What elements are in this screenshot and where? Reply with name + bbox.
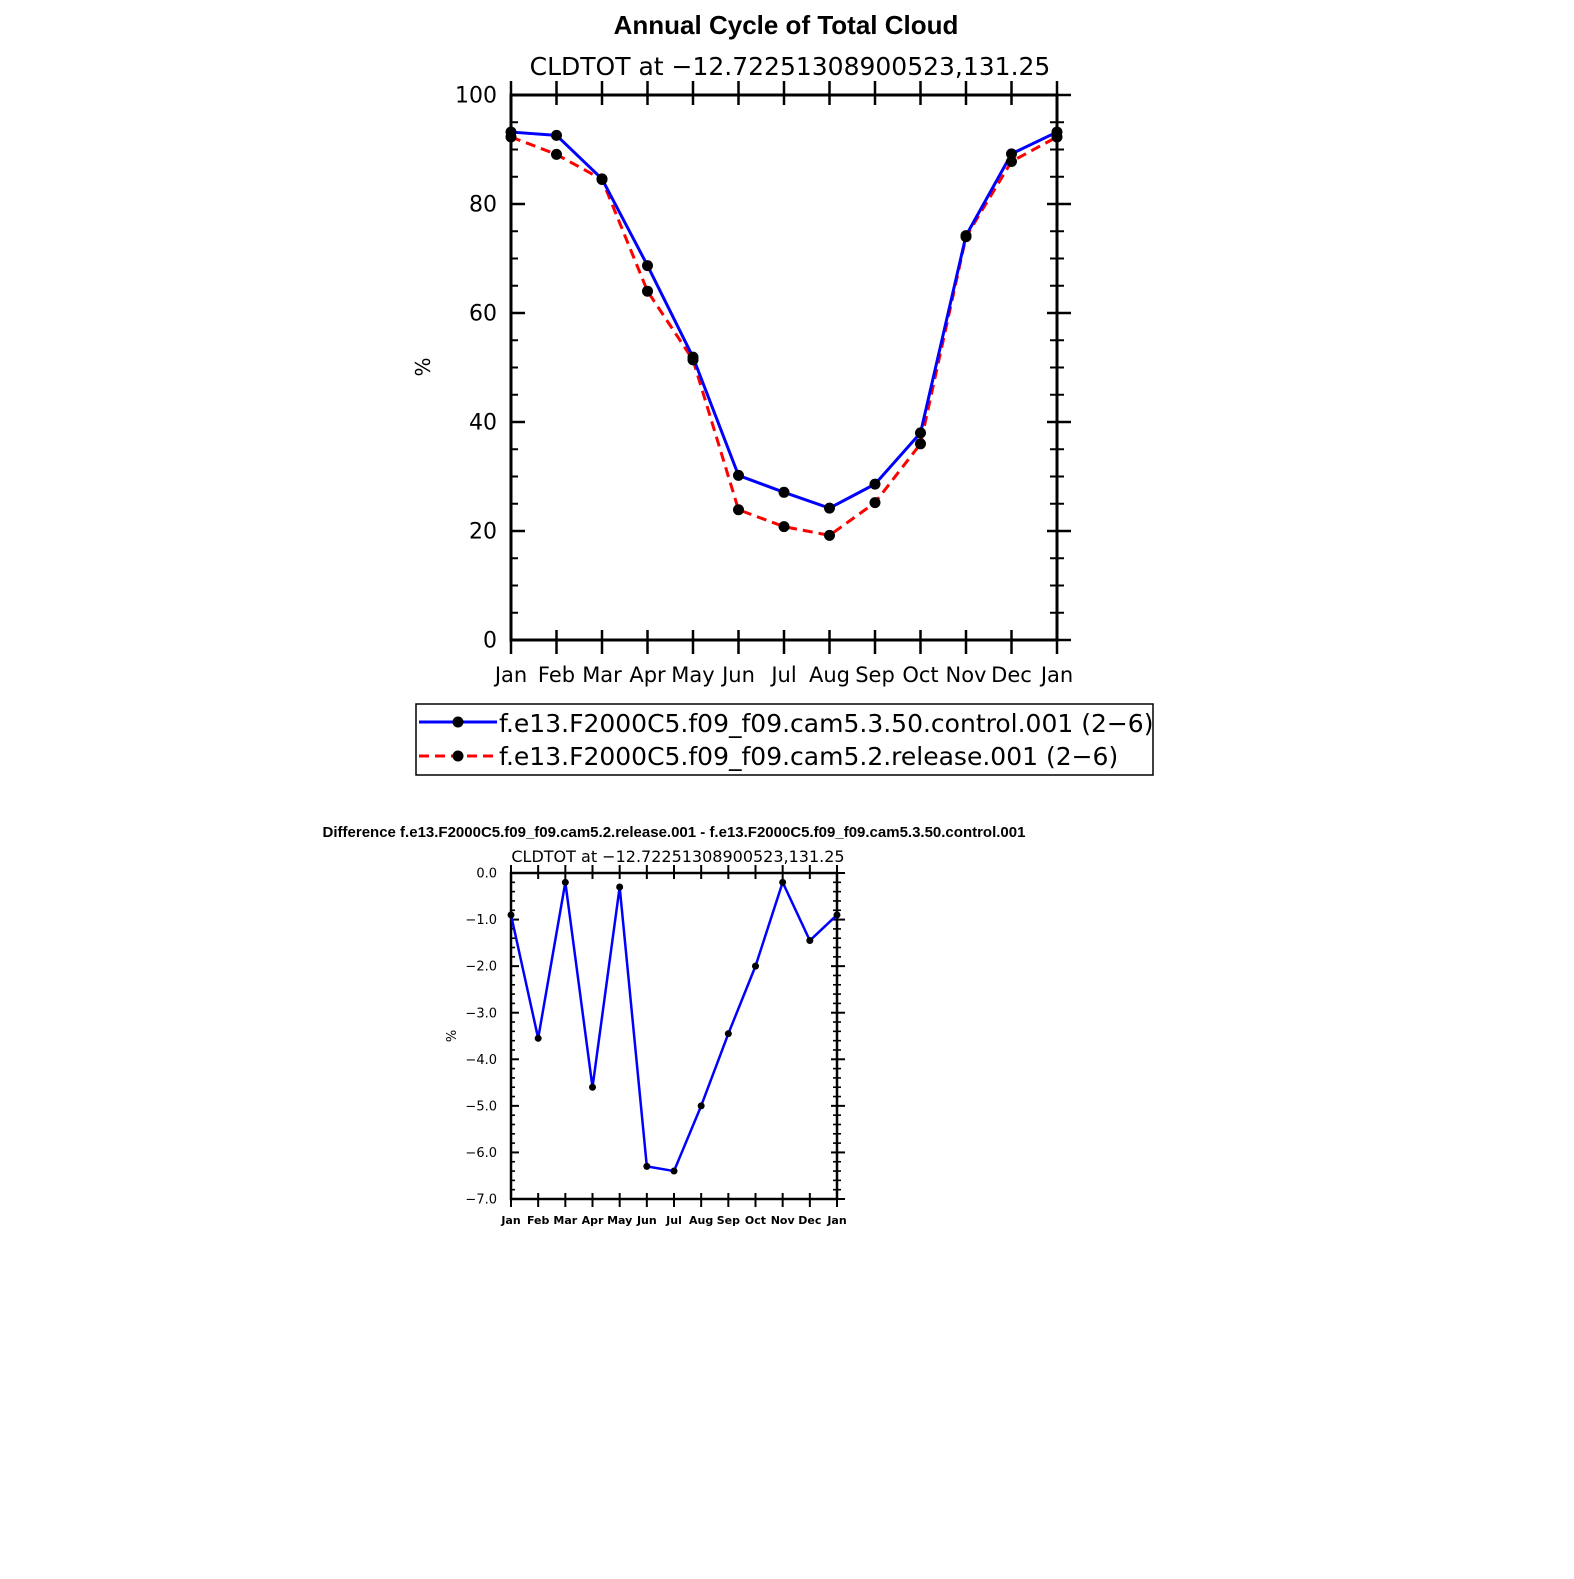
chart2-xtick-label: Aug	[689, 1214, 713, 1227]
chart1-ylabel: %	[411, 357, 435, 376]
chart2-series-0-point	[643, 1162, 651, 1170]
chart1-series-0-line	[510, 130, 1058, 510]
chart2-xtick-label: Sep	[717, 1214, 740, 1227]
chart1-series-0-point	[687, 351, 699, 363]
chart1-xtick-label: Jan	[1039, 663, 1073, 687]
chart2-xtick-label: Jun	[636, 1214, 657, 1227]
legend-marker-release	[452, 750, 464, 762]
chart1-xtick-label: Dec	[991, 663, 1032, 687]
chart1-series-1-line	[510, 135, 1058, 537]
chart2-series-0-line	[509, 881, 838, 1173]
chart1-series-1-point	[778, 521, 790, 533]
chart2-series-0-point	[806, 937, 814, 945]
chart2-ytick-label: 0.0	[476, 867, 497, 882]
chart1-title: Annual Cycle of Total Cloud	[614, 10, 959, 40]
chart2-series-0-point	[697, 1102, 705, 1110]
chart1-series-0-point	[1051, 126, 1063, 138]
chart2-xtick-label: Jan	[826, 1214, 846, 1227]
chart2-xtick-label: Jan	[500, 1214, 520, 1227]
chart2-series-0-point	[616, 883, 624, 891]
chart1-series-0-point	[869, 478, 881, 490]
chart1-ytick-label: 20	[469, 520, 497, 545]
chart2-plot: Jan Feb Mar Apr May Jun Jul Aug Sep Oct Nov Dec Jan 0…	[465, 865, 847, 1227]
chart2-series-0-point	[779, 878, 787, 886]
chart1-series-1-point	[642, 285, 653, 297]
chart2-series-0-point	[752, 962, 759, 970]
chart2-subtitle: CLDTOT at −12.72251308900523,131.25	[511, 847, 844, 866]
chart2-title: Difference f.e13.F2000C5.f09_f09.cam5.2.…	[323, 824, 1026, 841]
chart1-xtick-label: Nov	[946, 663, 987, 687]
chart2-xtick-label: Oct	[745, 1214, 766, 1227]
chart2-xtick-label: Mar	[553, 1214, 577, 1227]
chart1-series-0-point	[1006, 148, 1017, 160]
chart1-ytick-label: 0	[483, 629, 497, 654]
chart2-ytick-label: −5.0	[465, 1099, 497, 1114]
chart1-xtick-label: Oct	[902, 663, 938, 687]
chart1-ytick-label: 40	[469, 411, 497, 436]
chart1-xtick-label: May	[671, 663, 714, 687]
chart1-xtick-label: Sep	[855, 663, 895, 687]
legend-marker-control	[452, 716, 464, 728]
chart1-series-0-point	[551, 129, 562, 141]
chart2-xtick-label: Jul	[665, 1214, 682, 1227]
chart1-ytick-label: 60	[469, 302, 497, 327]
chart1-series-0-point	[642, 260, 653, 272]
chart1-series-0-point	[960, 230, 972, 242]
chart1-legend: f.e13.F2000C5.f09_f09.cam5.3.50.control.…	[415, 703, 1154, 776]
legend-label-release: f.e13.F2000C5.f09_f09.cam5.2.release.001…	[499, 742, 1118, 771]
chart2-series-0-point	[589, 1083, 596, 1091]
legend-label-control: f.e13.F2000C5.f09_f09.cam5.3.50.control.…	[499, 709, 1153, 738]
chart2-series-0-point	[724, 1030, 732, 1038]
chart1-series-0-point	[505, 126, 517, 138]
chart2-xtick-label: Dec	[798, 1214, 821, 1227]
chart2-xtick-label: May	[607, 1214, 632, 1227]
chart2-series-0-point	[833, 911, 841, 919]
chart1-series-0-point	[733, 469, 744, 481]
chart1-ytick-label: 100	[455, 84, 497, 109]
chart2-ylabel: %	[445, 1030, 460, 1042]
chart1-xtick-label: Jun	[720, 663, 755, 687]
chart1-series-1-point	[1006, 155, 1017, 167]
chart1-series-1-point	[824, 529, 835, 541]
chart1-xtick-label: Mar	[582, 663, 622, 687]
chart2-series-0-point	[507, 911, 515, 919]
chart1-frame	[509, 93, 1059, 642]
chart2-series-0-point	[670, 1167, 678, 1175]
chart1-series-1-point	[915, 438, 926, 450]
legend-box	[415, 703, 1154, 776]
chart2-xtick-label: Apr	[582, 1214, 604, 1227]
chart1-series-0-point	[596, 173, 608, 185]
chart1-xtick-label: Feb	[538, 663, 575, 687]
chart1-series-1-point	[733, 504, 744, 516]
chart1-series-0-point	[824, 502, 835, 514]
chart1-xtick-label: Jul	[769, 663, 796, 687]
chart1-xtick-label: Jan	[493, 663, 527, 687]
chart1-series-1-point	[551, 148, 562, 160]
chart2-ytick-label: −3.0	[465, 1006, 497, 1021]
chart1-series-0-point	[778, 486, 790, 498]
chart2-ytick-label: −2.0	[465, 960, 497, 975]
chart1-ytick-label: 80	[469, 193, 497, 218]
chart1-xtick-label: Apr	[629, 663, 666, 687]
chart2-ytick-label: −1.0	[465, 913, 497, 928]
chart1-xtick-label: Aug	[809, 663, 850, 687]
chart1-plot: Jan Feb Mar Apr May Jun Jul Aug Sep Oct Nov Dec Jan 0…	[455, 81, 1073, 687]
chart2-xtick-label: Feb	[527, 1214, 550, 1227]
chart2-ytick-label: −4.0	[465, 1053, 497, 1068]
chart2-series-0-point	[534, 1034, 542, 1042]
chart2-ytick-label: −6.0	[465, 1146, 497, 1161]
chart2-xtick-label: Nov	[771, 1214, 796, 1227]
chart2-ytick-label: −7.0	[465, 1193, 497, 1208]
chart1-subtitle: CLDTOT at −12.72251308900523,131.25	[530, 52, 1051, 81]
chart2-series-0-point	[561, 878, 569, 886]
chart2-frame	[509, 871, 839, 1201]
chart1-series-1-point	[869, 497, 881, 509]
chart1-series-0-point	[915, 427, 926, 439]
